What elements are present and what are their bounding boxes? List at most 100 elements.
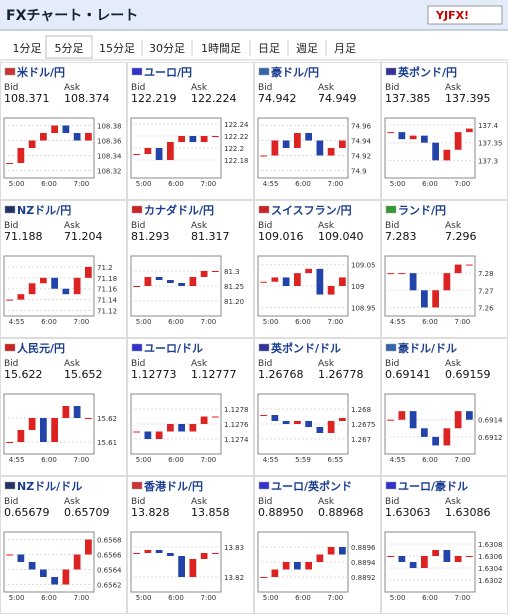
candle: [271, 140, 279, 156]
x-tick-label: 6:00: [295, 180, 311, 188]
y-tick-label: 0.6914: [478, 417, 503, 425]
candle: [466, 556, 473, 557]
candle: [28, 418, 36, 430]
tab[interactable]: 週足: [296, 42, 318, 55]
ask-label: Ask: [191, 83, 208, 93]
bid-label: Bid: [258, 359, 272, 369]
bid-label: Bid: [131, 359, 145, 369]
y-tick-label: 81.3: [224, 268, 240, 276]
x-tick-label: 5:00: [136, 456, 152, 464]
x-tick-label: 7:00: [201, 180, 217, 188]
candle: [305, 133, 312, 141]
logo-box: [427, 5, 503, 25]
y-tick-label: 15.61: [97, 439, 117, 447]
bid-label: Bid: [258, 497, 272, 507]
candle: [432, 290, 439, 308]
pair-name[interactable]: ユーロ/円: [144, 66, 192, 79]
flag: [385, 481, 397, 490]
pair-name[interactable]: ランド/円: [398, 204, 446, 217]
candle: [212, 136, 219, 137]
candle: [40, 418, 47, 442]
candle: [167, 553, 174, 556]
y-tick-label: 1.6306: [478, 553, 503, 561]
x-tick-label: 6:00: [168, 456, 184, 464]
tab[interactable]: 日足: [258, 42, 280, 55]
candle: [294, 421, 301, 424]
tab[interactable]: 月足: [334, 42, 356, 55]
candle: [466, 264, 473, 266]
y-tick-label: 71.2: [97, 264, 113, 272]
y-tick-label: 0.8892: [351, 574, 376, 582]
ask: 0.69159: [445, 368, 491, 381]
y-tick-label: 137.3: [478, 157, 498, 165]
candle: [260, 281, 267, 283]
pair-name[interactable]: ユーロ/英ポンド: [271, 479, 352, 493]
pair-name[interactable]: NZドル/円: [17, 204, 71, 217]
pair-name[interactable]: ユーロ/豪ドル: [398, 479, 468, 493]
x-tick-label: 4:55: [9, 318, 25, 326]
ask: 71.204: [64, 230, 103, 243]
pair-name[interactable]: スイスフラン/円: [271, 204, 352, 217]
candle: [294, 133, 301, 148]
ask-label: Ask: [318, 83, 335, 93]
x-tick-label: 7:00: [328, 594, 344, 602]
candle: [167, 280, 174, 283]
candle: [454, 132, 462, 150]
pair-name[interactable]: 香港ドル/円: [143, 479, 203, 493]
pair-name[interactable]: 豪ドル/円: [271, 65, 319, 79]
candle: [443, 273, 451, 291]
candle: [443, 550, 451, 562]
tab[interactable]: 1分足: [13, 42, 42, 55]
ask-label: Ask: [64, 497, 81, 507]
y-tick-label: 1.6304: [478, 565, 503, 573]
x-tick-label: 6:00: [41, 318, 57, 326]
y-tick-label: 108.38: [97, 123, 122, 131]
tab[interactable]: 1時間足: [201, 42, 241, 55]
bid: 1.12773: [131, 368, 177, 381]
pair-name[interactable]: 人民元/円: [17, 341, 65, 355]
candle: [212, 553, 219, 554]
candle: [294, 273, 301, 286]
tab[interactable]: 5分足: [55, 42, 84, 55]
candle: [133, 553, 140, 554]
candle: [155, 148, 163, 160]
candle: [144, 148, 152, 154]
y-tick-label: 1.6302: [478, 577, 503, 585]
candle: [178, 424, 185, 432]
y-tick-label: 0.6564: [97, 567, 122, 575]
pair-name[interactable]: NZドル/ドル: [17, 480, 82, 493]
y-tick-label: 137.4: [478, 122, 499, 130]
bid: 71.188: [4, 230, 43, 243]
candle: [466, 128, 473, 133]
bid-label: Bid: [4, 359, 18, 369]
x-tick-label: 6:00: [168, 180, 184, 188]
pair-name[interactable]: カナダドル/円: [144, 203, 214, 217]
x-tick-label: 6:00: [422, 456, 438, 464]
tab[interactable]: 30分足: [149, 42, 185, 55]
candle: [409, 411, 417, 429]
candle: [294, 562, 301, 570]
pair-name[interactable]: 米ドル/円: [16, 65, 65, 79]
plot-frame: [3, 393, 95, 455]
pair-name[interactable]: 英ポンド/円: [397, 65, 457, 79]
y-tick-label: 81.20: [224, 298, 244, 306]
candle: [178, 556, 185, 577]
ask: 1.12777: [191, 368, 237, 381]
bid: 0.69141: [385, 368, 431, 381]
pair-name[interactable]: ユーロ/ドル: [144, 342, 203, 355]
bid-label: Bid: [385, 497, 399, 507]
y-tick-label: 1.1276: [224, 421, 249, 429]
x-tick-label: 7:00: [328, 180, 344, 188]
flag: [385, 67, 397, 76]
x-tick-label: 7:00: [74, 180, 90, 188]
tab[interactable]: 15分足: [99, 42, 135, 55]
flag: [131, 481, 143, 490]
candle: [144, 277, 152, 286]
candle: [73, 406, 81, 418]
x-tick-label: 6:00: [422, 594, 438, 602]
bid-label: Bid: [4, 83, 18, 93]
pair-name[interactable]: 英ポンド/ドル: [270, 341, 341, 355]
pair-name[interactable]: 豪ドル/ドル: [398, 341, 457, 355]
candle: [454, 264, 462, 274]
